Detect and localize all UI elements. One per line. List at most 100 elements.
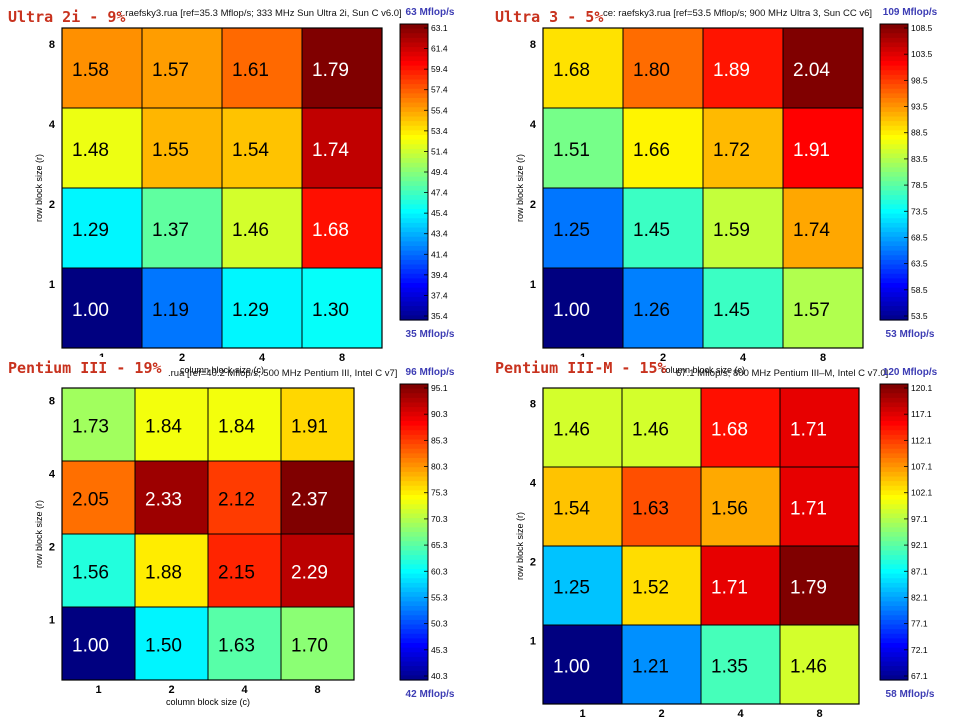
colorbar-segment (880, 125, 908, 131)
colorbar-segment (880, 139, 908, 145)
cell-value-label: 1.63 (218, 636, 255, 657)
title-backdrop (4, 357, 116, 378)
x-tick-label: 2 (179, 352, 185, 364)
x-axis-label: column block size (c) (180, 365, 264, 375)
colorbar-segment (400, 172, 428, 178)
colorbar-segment (400, 93, 428, 99)
colorbar-segment (400, 42, 428, 48)
colorbar-segment (880, 453, 908, 459)
cell-value-label: 2.33 (145, 490, 182, 511)
colorbar-segment (400, 643, 428, 649)
colorbar-segment (880, 111, 908, 118)
colorbar-segment (400, 255, 428, 261)
heatmap-cell (134, 460, 209, 535)
colorbar-segment (880, 116, 908, 122)
colorbar-segment (880, 499, 908, 505)
colorbar-tick-label: 45.3 (431, 645, 448, 655)
colorbar-tick-label: 98.5 (911, 75, 928, 85)
colorbar-segment (880, 397, 908, 404)
colorbar-segment (880, 315, 908, 321)
colorbar-segment (400, 102, 428, 108)
heatmap-cell (280, 606, 355, 681)
colorbar-segment (880, 79, 908, 85)
colorbar-segment (400, 24, 428, 30)
colorbar-segment (400, 573, 428, 579)
colorbar-segment (880, 292, 908, 298)
colorbar-segment (880, 227, 908, 233)
colorbar-tick-label: 120.1 (911, 383, 933, 393)
colorbar-segment (880, 439, 908, 445)
colorbar-tick-label: 63.5 (911, 259, 928, 269)
colorbar-segment (400, 545, 428, 552)
cell-value-label: 1.29 (72, 220, 109, 241)
cell-value-label: 1.84 (145, 417, 182, 438)
colorbar-segment (400, 629, 428, 635)
colorbar-segment (400, 411, 428, 417)
heatmap-cell (61, 27, 143, 109)
colorbar-segment (880, 283, 908, 289)
colorbar-segment (880, 536, 908, 542)
cell-value-label: 1.57 (152, 60, 189, 81)
colorbar-segment (880, 490, 908, 496)
colorbar-segment (400, 564, 428, 570)
cell-value-label: 1.00 (72, 636, 109, 657)
colorbar-segment (400, 527, 428, 533)
colorbar-segment (880, 550, 908, 556)
cell-value-label: 2.04 (793, 60, 830, 81)
heatmap-panel-1: : raefsky3.rua [ref=35.3 Mflop/s; 333 MH… (4, 6, 455, 375)
y-tick-label: 1 (530, 636, 536, 648)
colorbar-segment (400, 121, 428, 127)
colorbar-segment (880, 481, 908, 487)
cell-value-label: 1.88 (145, 563, 182, 584)
colorbar-segment (400, 675, 428, 681)
colorbar-segment (880, 65, 908, 71)
x-axis-label: column block size (c) (166, 697, 250, 707)
colorbar-segment (880, 559, 908, 565)
colorbar-segment (880, 624, 908, 630)
heatmap-panel-4: 67.1 Mflop/s; 800 MHz Pentium III–M, Int… (491, 357, 938, 720)
colorbar-segment (400, 227, 428, 233)
colorbar-segment (400, 458, 428, 464)
cell-value-label: 1.00 (72, 300, 109, 321)
colorbar-tick-label: 58.5 (911, 285, 928, 295)
colorbar-segment (400, 430, 428, 436)
colorbar-segment (400, 569, 428, 575)
heatmap-cell (779, 466, 860, 547)
colorbar-segment (400, 190, 428, 196)
cell-value-label: 1.68 (553, 60, 590, 81)
y-tick-label: 2 (49, 199, 55, 211)
colorbar-tick-label: 95.1 (431, 383, 448, 393)
colorbar-segment (400, 633, 428, 639)
y-tick-label: 4 (530, 478, 537, 490)
y-tick-label: 4 (530, 119, 537, 131)
colorbar-segment (880, 246, 908, 252)
heatmap-cell (280, 533, 355, 608)
colorbar-segment (880, 619, 908, 626)
colorbar-min-label: 53 Mflop/s (886, 329, 935, 340)
heatmap-cell (207, 387, 282, 462)
colorbar-segment (400, 111, 428, 118)
colorbar-segment (400, 33, 428, 39)
colorbar-segment (400, 158, 428, 164)
colorbar-segment (880, 199, 908, 205)
x-axis-label: column block size (c) (661, 365, 745, 375)
heatmap-cell (700, 624, 781, 705)
plot-border (542, 387, 860, 705)
cell-value-label: 1.79 (312, 60, 349, 81)
colorbar-segment (880, 218, 908, 224)
colorbar-segment (400, 393, 428, 399)
colorbar-segment (400, 434, 428, 441)
cell-value-label: 1.68 (711, 420, 748, 441)
y-tick-label: 4 (49, 469, 56, 481)
heatmap-cell (134, 387, 209, 462)
colorbar-segment (880, 656, 908, 663)
cell-value-label: 1.71 (711, 578, 748, 599)
colorbar-tick-label: 117.1 (911, 409, 932, 419)
heatmap-cell (622, 187, 704, 269)
colorbar-segment (400, 476, 428, 482)
colorbar-segment (400, 522, 428, 528)
colorbar-tick-label: 72.1 (911, 645, 928, 655)
y-axis-label: row block size (r) (34, 154, 44, 222)
colorbar-segment (880, 652, 908, 658)
colorbar-segment (880, 185, 908, 192)
